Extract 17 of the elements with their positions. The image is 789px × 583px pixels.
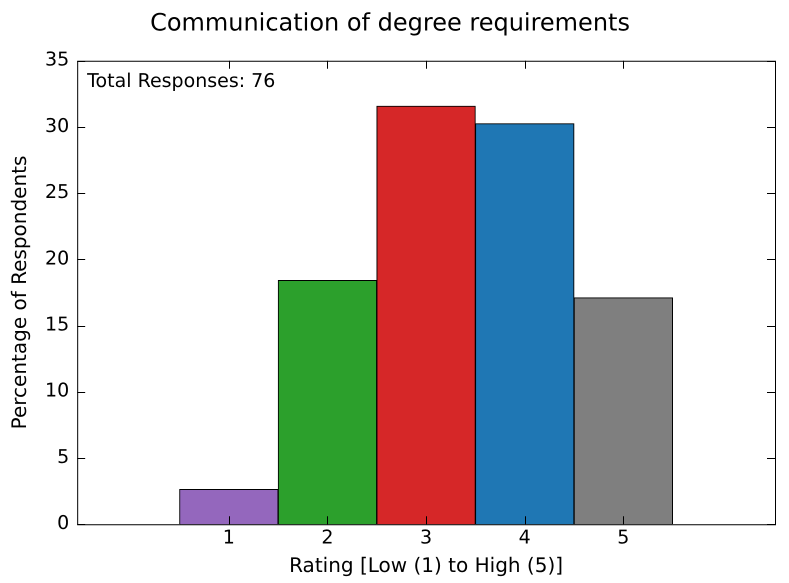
y-tick-label: 30 [44, 114, 70, 137]
chart-title: Communication of degree requirements [150, 8, 630, 37]
y-axis-title: Percentage of Respondents [7, 156, 32, 430]
x-tick-label: 4 [518, 526, 531, 549]
y-tick-label: 25 [44, 181, 70, 204]
x-axis-title: Rating [Low (1) to High (5)] [289, 553, 564, 578]
x-tick-label: 1 [222, 526, 235, 549]
x-tick-label: 5 [617, 526, 630, 549]
y-tick-label: 10 [44, 380, 70, 402]
x-tick-label: 3 [420, 526, 432, 549]
y-tick-label: 0 [57, 512, 70, 534]
x-tick-label: 2 [321, 526, 334, 549]
y-tick-label: 20 [44, 247, 70, 270]
y-tick-label: 35 [44, 48, 70, 71]
annotation: Total Responses: 76 [86, 70, 276, 92]
y-tick-label: 5 [57, 446, 70, 468]
y-tick-label: 15 [44, 314, 70, 336]
